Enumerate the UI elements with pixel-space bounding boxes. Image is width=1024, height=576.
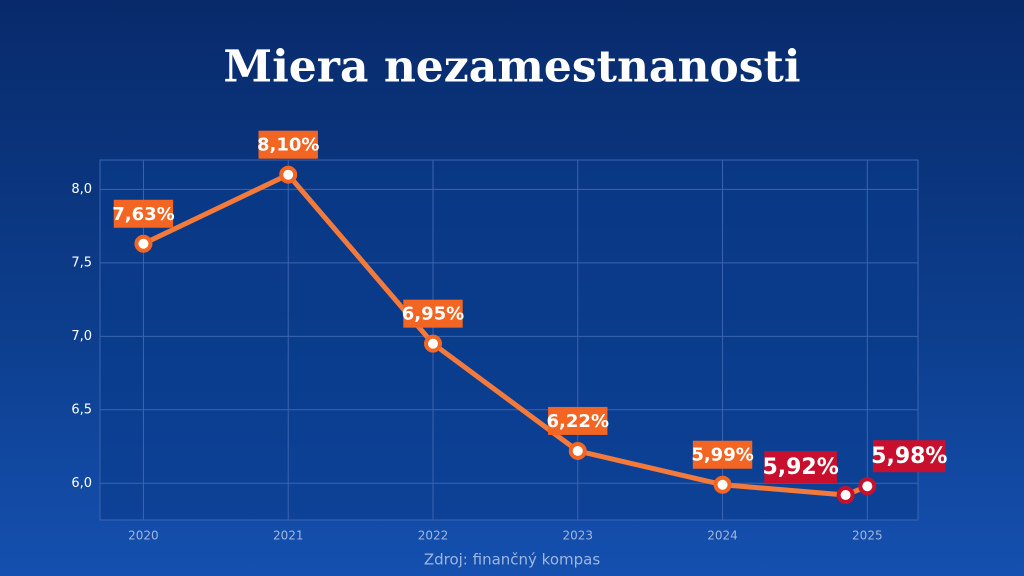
- point: [713, 475, 732, 494]
- value-label-box: [548, 406, 608, 435]
- value-label: 5,92%: [762, 455, 838, 480]
- value-label-box: [403, 299, 463, 328]
- y-tick-label: 6,5: [71, 402, 92, 417]
- value-label-box: [258, 130, 318, 159]
- point: [568, 441, 587, 460]
- x-tick-label: 2020: [128, 529, 159, 543]
- value-label: 7,63%: [112, 204, 174, 225]
- x-tick-label: 2025: [852, 529, 883, 543]
- value-label: 8,10%: [257, 135, 319, 156]
- value-label: 6,95%: [402, 304, 464, 325]
- value-label-box: [873, 440, 946, 473]
- y-tick-label: 7,0: [71, 329, 92, 344]
- point: [836, 486, 855, 505]
- x-tick-label: 2022: [418, 529, 449, 543]
- x-tick-label: 2023: [562, 529, 593, 543]
- point: [858, 477, 877, 496]
- point: [279, 165, 298, 184]
- source: Zdroj: finančný kompas: [424, 551, 601, 569]
- value-label-box: [113, 199, 174, 228]
- x-tick-label: 2021: [273, 529, 304, 543]
- value-label: 6,22%: [547, 411, 609, 432]
- point: [134, 234, 153, 253]
- point: [423, 334, 442, 353]
- chart-title: Miera nezamestnanosti: [223, 42, 800, 93]
- value-label-box: [692, 440, 753, 469]
- y-tick-label: 6,0: [71, 476, 92, 491]
- y-tick-label: 7,5: [71, 255, 92, 270]
- x-tick-label: 2024: [707, 529, 738, 543]
- value-label: 5,99%: [691, 445, 753, 466]
- value-label: 5,98%: [871, 444, 947, 469]
- value-label-box: [764, 451, 837, 484]
- y-tick-label: 8,0: [71, 182, 92, 197]
